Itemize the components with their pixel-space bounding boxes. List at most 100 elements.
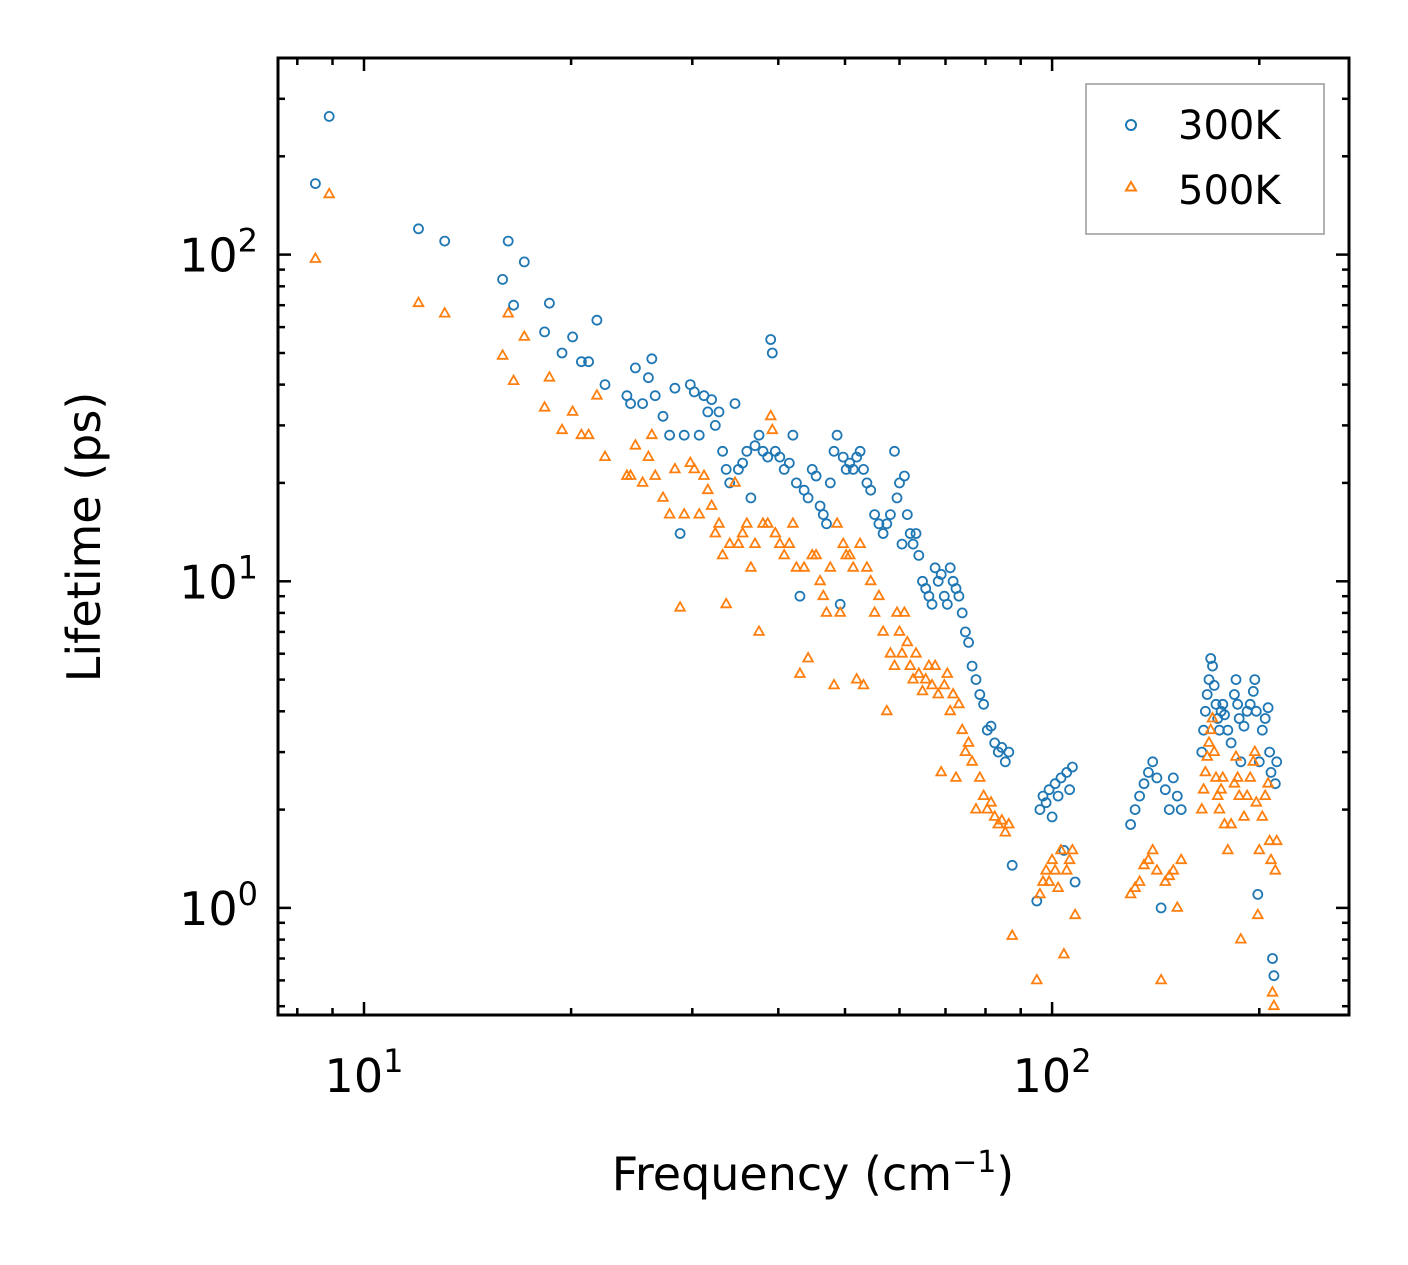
point-500k-67 <box>833 605 847 617</box>
point-300k-105 <box>956 607 968 619</box>
point-500k-5 <box>501 306 515 318</box>
point-300k-149 <box>1200 705 1211 717</box>
point-500k-63 <box>820 605 833 617</box>
point-300k-13 <box>583 356 594 368</box>
x-axis-label-text: Frequency (cm <box>612 1147 952 1201</box>
point-500k-165 <box>1231 770 1244 782</box>
point-300k-122 <box>1037 790 1049 802</box>
point-500k-146 <box>1174 852 1188 865</box>
point-300k-107 <box>963 637 974 648</box>
point-500k-0 <box>309 251 322 263</box>
point-300k-162 <box>1225 737 1237 749</box>
point-300k-177 <box>1259 713 1271 724</box>
point-500k-86 <box>898 605 911 617</box>
point-300k-91 <box>913 550 925 561</box>
plot-frame <box>276 56 1351 1017</box>
point-300k-104 <box>953 590 965 602</box>
point-300k-64 <box>824 477 836 489</box>
point-300k-124 <box>1043 784 1055 796</box>
point-300k-32 <box>702 406 714 418</box>
point-300k-165 <box>1232 698 1243 710</box>
point-500k-11 <box>566 404 579 416</box>
point-300k-166 <box>1233 713 1245 724</box>
point-300k-168 <box>1238 720 1250 732</box>
point-300k-2 <box>413 223 424 235</box>
point-500k-177 <box>1258 788 1272 800</box>
point-500k-39 <box>728 475 742 487</box>
point-500k-60 <box>809 548 823 560</box>
point-500k-119 <box>1005 928 1019 940</box>
point-300k-137 <box>1138 778 1150 790</box>
point-300k-22 <box>649 390 661 402</box>
point-500k-182 <box>1267 998 1281 1011</box>
x-tick-label: 101 <box>325 1042 404 1103</box>
point-500k-181 <box>1266 985 1279 997</box>
point-300k-161 <box>1222 724 1234 736</box>
point-500k-164 <box>1229 749 1243 761</box>
point-500k-103 <box>949 770 963 782</box>
point-300k-3 <box>439 235 451 247</box>
point-500k-159 <box>1216 770 1230 782</box>
point-500k-55 <box>790 560 803 572</box>
point-300k-160 <box>1219 709 1230 721</box>
point-500k-132 <box>1066 843 1079 855</box>
point-500k-54 <box>786 516 800 528</box>
point-300k-20 <box>643 372 654 384</box>
point-500k-135 <box>1128 880 1142 892</box>
point-500k-113 <box>984 795 998 807</box>
point-500k-22 <box>648 468 662 480</box>
point-300k-80 <box>881 518 893 530</box>
point-500k-143 <box>1162 868 1176 881</box>
point-300k-173 <box>1250 705 1262 717</box>
point-300k-1 <box>323 111 335 122</box>
point-500k-112 <box>980 802 994 814</box>
point-300k-132 <box>1067 761 1078 773</box>
point-500k-107 <box>962 735 975 747</box>
point-500k-30 <box>692 507 706 519</box>
point-500k-68 <box>836 536 850 548</box>
point-500k-76 <box>864 573 878 586</box>
point-300k-167 <box>1235 756 1247 768</box>
point-300k-21 <box>646 353 658 365</box>
point-500k-31 <box>697 468 711 480</box>
point-500k-167 <box>1234 932 1248 944</box>
point-500k-49 <box>765 422 779 435</box>
point-500k-93 <box>919 672 933 684</box>
point-500k-66 <box>830 516 844 528</box>
x-axis-label-superscript: −1 <box>952 1145 996 1180</box>
point-300k-60 <box>810 470 822 482</box>
point-500k-12 <box>575 427 588 440</box>
point-300k-56 <box>794 590 806 602</box>
point-300k-5 <box>502 235 514 247</box>
point-300k-27 <box>678 429 690 441</box>
point-300k-62 <box>817 509 829 520</box>
legend-label-300k: 300K <box>1178 103 1282 149</box>
point-500k-109 <box>969 802 983 814</box>
point-500k-58 <box>801 651 815 663</box>
point-300k-111 <box>978 698 989 710</box>
point-500k-51 <box>773 536 787 548</box>
point-500k-105 <box>955 722 969 735</box>
tick-labels: 101 102 100 101 102 <box>179 222 1091 1103</box>
point-500k-53 <box>782 536 796 548</box>
point-500k-20 <box>642 449 655 462</box>
point-300k-45 <box>753 429 765 441</box>
point-500k-48 <box>764 408 778 421</box>
point-500k-19 <box>636 475 649 487</box>
point-300k-164 <box>1230 674 1242 685</box>
point-500k-155 <box>1209 770 1223 782</box>
point-500k-144 <box>1166 863 1180 875</box>
point-500k-78 <box>872 588 886 601</box>
point-300k-72 <box>851 451 863 463</box>
point-500k-25 <box>668 462 682 474</box>
point-300k-135 <box>1129 804 1141 815</box>
point-300k-83 <box>891 492 903 504</box>
point-500k-62 <box>816 588 830 601</box>
point-500k-52 <box>777 548 791 560</box>
point-300k-54 <box>787 429 799 441</box>
point-500k-114 <box>988 809 1002 821</box>
point-500k-138 <box>1142 852 1155 865</box>
point-500k-117 <box>998 825 1012 837</box>
point-500k-15 <box>598 449 612 462</box>
point-500k-80 <box>880 703 894 716</box>
